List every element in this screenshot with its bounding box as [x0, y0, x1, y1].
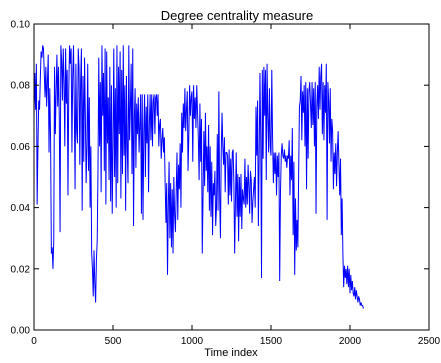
- y-tick-label: 0.06: [11, 142, 31, 153]
- plot-area: [33, 23, 430, 331]
- y-tick-label: 0.08: [11, 81, 31, 92]
- series-line: [33, 45, 364, 309]
- y-axis: 0.00 0.02 0.04 0.06 0.08 0.10: [11, 20, 429, 337]
- x-tick-label: 500: [105, 336, 122, 347]
- chart-title: Degree centrality measure: [161, 8, 313, 23]
- plot-frame: [33, 23, 430, 331]
- x-tick-label: 0: [31, 336, 37, 347]
- y-tick-label: 0.00: [11, 326, 31, 337]
- x-axis: 0 500 1000 1500 2000 2500: [31, 24, 441, 347]
- x-axis-label: Time index: [204, 347, 258, 359]
- y-tick-label: 0.10: [11, 20, 31, 31]
- y-tick-label: 0.02: [11, 264, 31, 275]
- y-tick-label: 0.04: [11, 203, 31, 214]
- x-tick-label: 2500: [418, 336, 441, 347]
- x-tick-label: 2000: [339, 336, 362, 347]
- x-tick-label: 1000: [181, 336, 204, 347]
- x-tick-label: 1500: [260, 336, 283, 347]
